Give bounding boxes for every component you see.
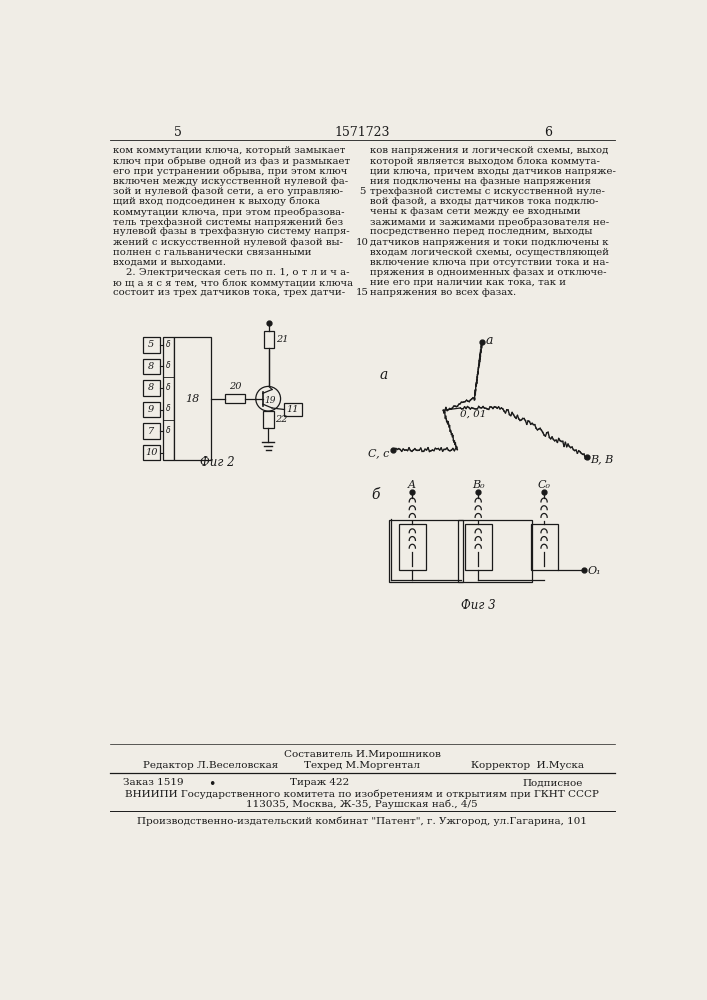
Text: напряжения во всех фазах.: напряжения во всех фазах. [370,288,517,297]
Text: 5: 5 [173,126,182,139]
Text: 1571723: 1571723 [334,126,390,139]
Text: Корректор  И.Муска: Корректор И.Муска [472,761,585,770]
Text: Техред М.Моргентал: Техред М.Моргентал [304,761,420,770]
Text: O₁: O₁ [587,566,601,576]
Bar [399,524,426,570]
Text: 20: 20 [228,382,241,391]
Text: 5: 5 [148,340,154,349]
Text: ВНИИПИ Государственного комитета по изобретениям и открытиям при ГКНТ СССР: ВНИИПИ Государственного комитета по изоб… [125,789,599,799]
Text: 19: 19 [264,396,276,405]
Text: Производственно-издательский комбинат "Патент", г. Ужгород, ул.Гагарина, 101: Производственно-издательский комбинат "П… [137,817,587,826]
Text: δ: δ [166,340,170,349]
Bar [143,423,160,439]
Bar [264,331,274,348]
Text: пряжения в одноименных фазах и отключе-: пряжения в одноименных фазах и отключе- [370,268,607,277]
Bar [143,337,160,353]
Text: чены к фазам сети между ее входными: чены к фазам сети между ее входными [370,207,581,216]
Text: 10: 10 [145,448,158,457]
Bar [464,524,492,570]
Text: Редактор Л.Веселовская: Редактор Л.Веселовская [143,761,278,770]
Text: δ: δ [166,361,170,370]
Text: ков напряжения и логической схемы, выход: ков напряжения и логической схемы, выход [370,146,609,155]
Text: δ: δ [166,383,170,392]
Text: 9: 9 [148,405,154,414]
Bar [174,337,211,460]
Text: жений с искусственной нулевой фазой вы-: жений с искусственной нулевой фазой вы- [113,238,343,247]
Text: а: а [380,368,388,382]
Text: трехфазной системы с искусственной нуле-: трехфазной системы с искусственной нуле- [370,187,605,196]
Bar [163,337,174,460]
Bar [143,359,160,374]
Bar [530,524,558,570]
Text: δ: δ [166,426,170,435]
Text: Тираж 422: Тираж 422 [290,778,349,787]
Text: 113035, Москва, Ж-35, Раушская наб., 4/5: 113035, Москва, Ж-35, Раушская наб., 4/5 [246,800,478,809]
Bar [143,402,160,417]
Text: нулевой фазы в трехфазную систему напря-: нулевой фазы в трехфазную систему напря- [113,227,350,236]
Text: 6: 6 [544,126,552,139]
Bar [284,403,301,416]
Text: посредственно перед последним, выходы: посредственно перед последним, выходы [370,227,593,236]
Text: Фиг 2: Фиг 2 [201,456,235,469]
Text: 7: 7 [148,427,154,436]
Text: δ: δ [166,404,170,413]
Text: ключ при обрыве одной из фаз и размыкает: ключ при обрыве одной из фаз и размыкает [113,156,350,166]
Bar [458,520,532,582]
Text: включен между искусственной нулевой фа-: включен между искусственной нулевой фа- [113,177,349,186]
Text: ю щ а я с я тем, что блок коммутации ключа: ю щ а я с я тем, что блок коммутации клю… [113,278,354,288]
Text: зой и нулевой фазой сети, а его управляю-: зой и нулевой фазой сети, а его управляю… [113,187,343,196]
Text: A: A [409,480,416,490]
Text: 8: 8 [148,362,154,371]
Text: а: а [486,334,493,347]
Text: входам логической схемы, осуществляющей: входам логической схемы, осуществляющей [370,248,609,257]
Text: тель трехфазной системы напряжений без: тель трехфазной системы напряжений без [113,217,344,227]
Text: B, B: B, B [590,454,613,464]
Text: ние его при наличии как тока, так и: ние его при наличии как тока, так и [370,278,566,287]
Text: 5: 5 [358,187,365,196]
Text: зажимами и зажимами преобразователя не-: зажимами и зажимами преобразователя не- [370,217,609,227]
Text: 11: 11 [287,405,299,414]
Bar [263,411,274,428]
Text: B₀: B₀ [472,480,484,490]
Text: 21: 21 [276,335,288,344]
Bar [225,394,245,403]
Text: •: • [209,778,216,791]
Text: б: б [371,488,380,502]
Text: Заказ 1519: Заказ 1519 [123,778,184,787]
Text: включение ключа при отсутствии тока и на-: включение ключа при отсутствии тока и на… [370,258,609,267]
Text: полнен с гальванически связанными: полнен с гальванически связанными [113,248,312,257]
Text: ции ключа, причем входы датчиков напряже-: ции ключа, причем входы датчиков напряже… [370,167,617,176]
Text: 15: 15 [356,288,368,297]
Text: входами и выходами.: входами и выходами. [113,258,226,267]
Text: вой фазой, а входы датчиков тока подклю-: вой фазой, а входы датчиков тока подклю- [370,197,599,206]
Text: коммутации ключа, при этом преобразова-: коммутации ключа, при этом преобразова- [113,207,345,217]
Bar [143,445,160,460]
Text: 10: 10 [356,238,368,247]
Text: 22: 22 [275,415,288,424]
Text: Фиг 3: Фиг 3 [461,599,496,612]
Text: 18: 18 [185,394,199,404]
Bar [390,520,463,582]
Text: Подписное: Подписное [522,778,583,787]
Text: состоит из трех датчиков тока, трех датчи-: состоит из трех датчиков тока, трех датч… [113,288,345,297]
Bar [143,380,160,396]
Text: которой является выходом блока коммута-: которой является выходом блока коммута- [370,156,600,166]
Text: 2. Электрическая сеть по п. 1, о т л и ч а-: 2. Электрическая сеть по п. 1, о т л и ч… [113,268,350,277]
Text: щий вход подсоединен к выходу блока: щий вход подсоединен к выходу блока [113,197,320,207]
Text: Составитель И.Мирошников: Составитель И.Мирошников [284,750,440,759]
Text: его при устранении обрыва, при этом ключ: его при устранении обрыва, при этом ключ [113,167,348,176]
Text: ком коммутации ключа, который замыкает: ком коммутации ключа, который замыкает [113,146,346,155]
Text: 8: 8 [148,383,154,392]
Text: 0, 01: 0, 01 [460,410,486,419]
Text: датчиков напряжения и токи подключены к: датчиков напряжения и токи подключены к [370,238,609,247]
Text: C, c: C, c [368,448,390,458]
Text: C₀: C₀ [537,480,551,490]
Text: ния подключены на фазные напряжения: ния подключены на фазные напряжения [370,177,591,186]
